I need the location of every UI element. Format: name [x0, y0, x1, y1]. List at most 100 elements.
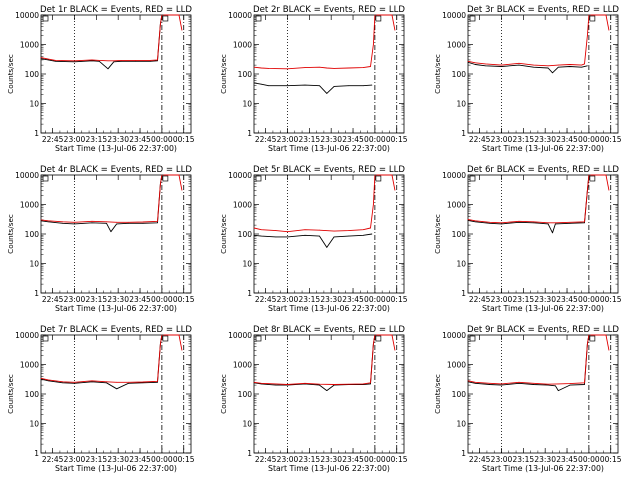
- data-point-events: [584, 222, 585, 224]
- data-point-lld: [333, 230, 335, 232]
- data-point-events: [116, 388, 118, 390]
- y-tick-label: 10000: [15, 11, 39, 20]
- data-point-events: [467, 61, 469, 63]
- series-line-events: [253, 82, 373, 94]
- chart-panel-det-9r: Det 9r BLACK = Events, RED = LLD 1 10 100 10…: [433, 325, 622, 473]
- x-tick-label: 23:00: [64, 295, 86, 304]
- x-tick-label: 00:15: [386, 455, 408, 464]
- x-tick-label: 00:00: [364, 455, 386, 464]
- x-tick-label: 23:45: [342, 295, 364, 304]
- data-point-lld: [587, 35, 588, 36]
- data-point-events: [40, 378, 42, 380]
- data-point-lld: [501, 64, 502, 66]
- data-point-events: [287, 85, 288, 87]
- data-point-lld: [120, 60, 122, 61]
- x-axis-label: Start Time (13-Jul-06 22:37:00): [482, 304, 604, 313]
- data-point-events: [260, 83, 262, 85]
- saturation-box-glyph-left: [469, 335, 476, 342]
- data-point-events: [268, 85, 269, 87]
- series-line-events: [40, 14, 163, 70]
- data-point-lld: [40, 377, 42, 379]
- data-point-lld: [362, 383, 364, 385]
- data-point-lld: [161, 14, 163, 16]
- data-point-lld: [135, 60, 137, 61]
- data-point-events: [348, 235, 350, 237]
- data-point-lld: [142, 381, 144, 383]
- data-point-events: [91, 222, 93, 224]
- y-tick-label: 1: [247, 449, 252, 458]
- data-point-lld: [370, 382, 371, 384]
- x-tick-label: 00:15: [600, 455, 622, 464]
- chart-panel-det-2r: Det 2r BLACK = Events, RED = LLD 1 10 100 10…: [219, 5, 408, 153]
- x-tick-label: 23:15: [299, 135, 321, 144]
- data-point-lld: [47, 58, 49, 60]
- data-point-lld: [362, 67, 364, 68]
- saturation-box-glyph: [375, 175, 382, 182]
- data-point-lld: [260, 67, 262, 69]
- y-tick-label: 1000: [447, 201, 466, 210]
- data-point-lld: [287, 384, 288, 385]
- data-point-events: [304, 84, 306, 86]
- data-point-events: [74, 382, 75, 384]
- data-point-lld: [489, 221, 491, 223]
- data-point-lld: [128, 381, 129, 383]
- data-point-lld: [62, 221, 64, 223]
- data-point-lld: [588, 334, 590, 336]
- chart-title: Det 1r BLACK = Events, RED = LLD: [40, 5, 192, 15]
- data-point-lld: [157, 380, 158, 382]
- data-point-lld: [333, 384, 335, 385]
- data-point-lld: [142, 221, 144, 223]
- data-point-events: [370, 383, 371, 385]
- data-point-lld: [107, 60, 109, 62]
- x-axis-label: Start Time (13-Jul-06 22:37:00): [55, 144, 177, 153]
- data-point-events: [106, 222, 107, 224]
- data-point-lld: [98, 60, 100, 61]
- data-point-events: [135, 60, 137, 62]
- data-point-lld: [581, 64, 582, 66]
- chart-title: Det 8r BLACK = Events, RED = LLD: [253, 325, 405, 335]
- y-tick-label: 1: [461, 449, 466, 458]
- chart-title: Det 7r BLACK = Events, RED = LLD: [40, 325, 192, 335]
- y-tick-label: 10: [456, 100, 466, 109]
- data-point-events: [518, 221, 520, 223]
- data-point-events: [467, 220, 469, 221]
- data-point-lld: [587, 190, 588, 191]
- series-line-lld-tail: [376, 334, 396, 351]
- plot-frame: [467, 14, 619, 134]
- data-point-lld: [91, 220, 93, 222]
- data-point-events: [287, 236, 288, 238]
- y-axis-label: Counts/sec: [6, 54, 15, 94]
- series-line-events: [253, 334, 376, 392]
- x-tick-label: 23:15: [299, 455, 321, 464]
- x-tick-label: 00:00: [151, 295, 173, 304]
- series-line-lld: [467, 334, 590, 385]
- series-line-events: [467, 174, 590, 234]
- series-line-events: [253, 233, 373, 248]
- series-line-lld: [467, 14, 590, 67]
- data-point-lld: [374, 334, 376, 336]
- plot-frame: [40, 334, 192, 454]
- data-point-events: [62, 382, 64, 384]
- data-point-lld: [555, 222, 556, 224]
- data-point-events: [55, 60, 56, 62]
- data-point-lld: [319, 383, 320, 385]
- data-point-events: [547, 223, 549, 225]
- data-point-lld: [362, 229, 364, 231]
- data-point-lld: [55, 60, 56, 61]
- x-tick-label: 00:00: [578, 455, 600, 464]
- data-point-events: [128, 382, 129, 384]
- y-tick-label: 1: [247, 289, 252, 298]
- data-point-lld: [40, 57, 42, 58]
- data-point-events: [333, 236, 335, 238]
- y-tick-label: 10: [456, 260, 466, 269]
- series-line-lld: [40, 334, 163, 383]
- saturation-box-glyph: [162, 15, 169, 22]
- data-point-events: [474, 221, 476, 223]
- data-point-lld: [62, 381, 64, 383]
- data-point-lld: [74, 381, 75, 383]
- data-point-lld: [287, 68, 288, 70]
- data-point-events: [489, 222, 491, 224]
- data-point-events: [326, 93, 328, 94]
- series-line-events: [467, 61, 588, 74]
